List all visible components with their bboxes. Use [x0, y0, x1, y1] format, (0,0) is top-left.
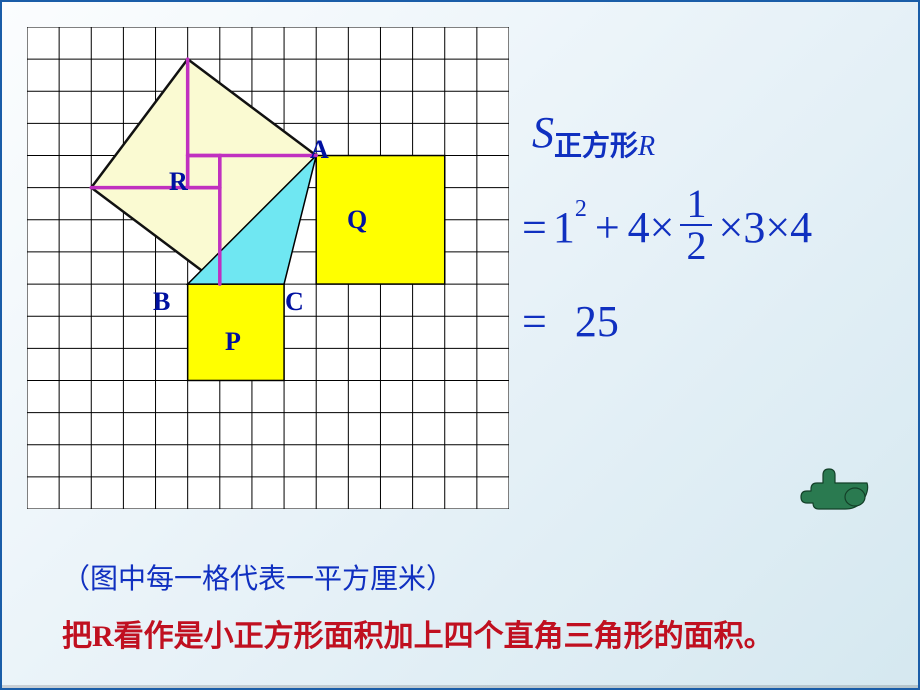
frac-num: 1 [680, 184, 712, 226]
label-B: B [153, 287, 170, 317]
label-P: P [225, 327, 241, 357]
captions-block: （图中每一格代表一平方厘米） 把R看作是小正方形面积加上四个直角三角形的面积。 [62, 557, 774, 655]
plus-sign: + [595, 202, 620, 253]
math-result-line: = 25 [522, 296, 812, 347]
term2-a: 4 [628, 202, 650, 253]
pointing-hand-icon[interactable] [795, 463, 873, 518]
label-R: R [169, 167, 188, 197]
eq-sign-2: = [522, 297, 547, 346]
caption-statement: 把R看作是小正方形面积加上四个直角三角形的面积。 [62, 611, 774, 655]
term2-c: 3 [743, 202, 765, 253]
diagram-svg [27, 27, 509, 509]
result-value: 25 [575, 297, 619, 346]
eq-sign-1: = [522, 202, 547, 253]
lhs-sub-R: R [638, 131, 655, 162]
frame-bottom-shadow [2, 685, 918, 688]
caption-hint: （图中每一格代表一平方厘米） [62, 557, 774, 597]
mul-3: × [765, 202, 790, 253]
slide-page: A B C R Q P S正方形R = 12 + 4 × 1 2 × 3 × 4 [0, 0, 920, 690]
term1-exp: 2 [575, 196, 587, 223]
label-A: A [310, 135, 329, 165]
label-C: C [285, 287, 304, 317]
term1-base: 1 [553, 202, 575, 253]
math-lhs: S正方形R [532, 107, 812, 158]
lhs-sub: 正方形 [554, 131, 638, 162]
geometry-diagram: A B C R Q P [27, 27, 509, 514]
term2-d: 4 [790, 202, 812, 253]
lhs-S: S [532, 108, 554, 157]
label-Q: Q [347, 205, 367, 235]
math-expression: S正方形R = 12 + 4 × 1 2 × 3 × 4 = 25 [532, 107, 812, 347]
mul-2: × [718, 202, 743, 253]
math-expr-line: = 12 + 4 × 1 2 × 3 × 4 [522, 186, 812, 268]
mul-1: × [650, 202, 675, 253]
fraction-half: 1 2 [680, 184, 712, 266]
frac-den: 2 [680, 226, 712, 266]
